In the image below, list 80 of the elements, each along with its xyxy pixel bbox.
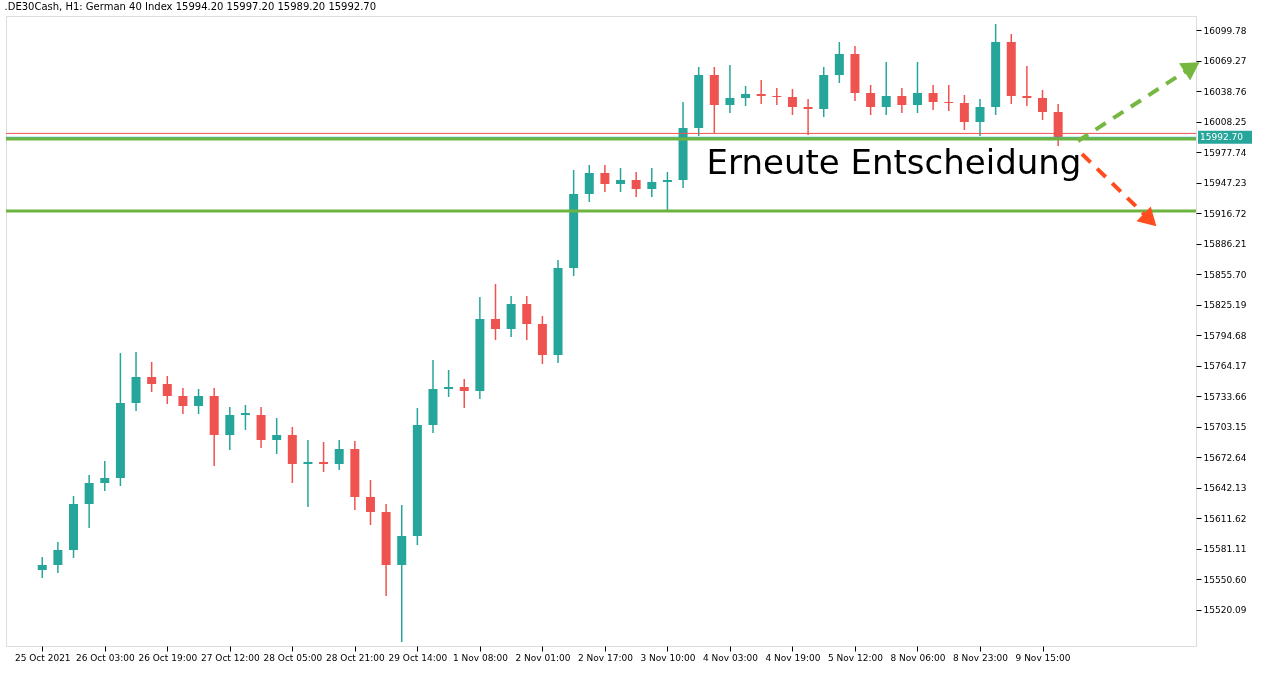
candlestick — [866, 84, 876, 116]
candlestick — [631, 171, 641, 198]
y-tick-label: 15550.60 — [1203, 574, 1247, 585]
x-tick-label: 27 Oct 12:00 — [200, 652, 260, 663]
candlestick — [194, 388, 204, 415]
x-tick-label: 1 Nov 08:00 — [452, 652, 509, 663]
x-tick-label: 3 Nov 10:00 — [640, 652, 696, 663]
candlestick — [1038, 89, 1048, 121]
candlestick — [897, 87, 907, 114]
candlestick — [272, 417, 282, 455]
chart-title: .DE30Cash, H1: German 40 Index 15994.20 15997.20 15989.20 15992.70 — [4, 1, 377, 12]
candlestick — [662, 171, 672, 212]
candlestick — [37, 556, 47, 579]
y-tick-label: 16008.25 — [1203, 117, 1247, 128]
candlestick — [881, 61, 891, 116]
y-tick-label: 15611.62 — [1203, 513, 1247, 524]
y-tick-label: 15825.19 — [1203, 300, 1247, 311]
x-tick-label: 9 Nov 15:00 — [1015, 652, 1071, 663]
x-tick-label: 2 Nov 17:00 — [577, 652, 634, 663]
candlestick — [53, 541, 63, 574]
candlestick — [459, 378, 469, 409]
x-tick-label: 28 Oct 05:00 — [263, 652, 323, 663]
y-tick-label: 15977.74 — [1203, 147, 1247, 158]
y-tick-label: 15794.68 — [1203, 330, 1247, 341]
candlestick — [100, 460, 110, 492]
candlestick — [491, 283, 500, 341]
y-tick-label: 16099.78 — [1203, 25, 1247, 36]
candlestick — [928, 84, 938, 111]
x-tick-label: 8 Nov 06:00 — [890, 652, 946, 663]
x-tick-label: 4 Nov 03:00 — [702, 652, 759, 663]
candlestick — [741, 85, 751, 107]
x-tick-label: 4 Nov 19:00 — [765, 652, 821, 663]
y-tick-label: 15916.72 — [1203, 208, 1247, 219]
x-tick-label: 5 Nov 12:00 — [828, 652, 884, 663]
x-tick-label: 29 Oct 14:00 — [388, 652, 448, 663]
candlestick — [834, 41, 844, 84]
candlestick — [600, 164, 610, 193]
candlestick — [444, 369, 454, 398]
y-tick-label: 15733.66 — [1203, 391, 1247, 402]
candlestick — [334, 439, 344, 471]
candlestick — [725, 64, 735, 114]
candlestick — [959, 94, 969, 131]
y-tick-label: 16038.76 — [1203, 86, 1247, 97]
candlestick — [616, 167, 626, 193]
candlestick — [162, 375, 172, 405]
candlestick — [1022, 65, 1032, 107]
y-tick-label: 15947.23 — [1203, 178, 1247, 189]
x-tick-label: 26 Oct 19:00 — [138, 652, 198, 663]
y-tick-label: 15764.17 — [1203, 361, 1247, 372]
x-tick-label: 26 Oct 03:00 — [75, 652, 135, 663]
y-tick-label: 16069.27 — [1203, 56, 1247, 67]
y-tick-label: 15886.21 — [1203, 239, 1247, 250]
candlestick — [303, 439, 313, 508]
candlestick — [365, 479, 375, 526]
ref-line-label: 15992.70 — [1200, 132, 1244, 143]
candlestick — [522, 295, 532, 341]
y-tick-label: 15855.70 — [1203, 269, 1247, 280]
candlestick — [756, 79, 766, 105]
y-tick-label: 15642.13 — [1203, 483, 1247, 494]
y-tick-label: 15703.15 — [1203, 422, 1247, 433]
candlestick — [912, 61, 922, 114]
candlestick — [772, 87, 782, 106]
candlestick — [240, 404, 250, 431]
candlestick — [225, 406, 235, 451]
candlestick — [178, 387, 188, 415]
candlestick — [944, 84, 954, 112]
y-tick-label: 15520.09 — [1203, 605, 1247, 616]
x-tick-label: 8 Nov 23:00 — [953, 652, 1009, 663]
candlestick — [584, 164, 594, 203]
y-tick-label: 15581.11 — [1203, 544, 1247, 555]
x-tick-label: 2 Nov 01:00 — [515, 652, 571, 663]
candlestick — [647, 167, 657, 198]
y-tick-label: 15672.64 — [1203, 452, 1247, 463]
candlestick — [319, 441, 329, 473]
annotation: Erneute Entscheidung — [706, 142, 1082, 182]
x-tick-label: 28 Oct 21:00 — [326, 652, 385, 663]
candlestick — [147, 361, 157, 393]
candlestick — [84, 474, 94, 529]
x-tick-label: 25 Oct 2021 — [14, 652, 71, 663]
candlestick — [787, 88, 797, 116]
